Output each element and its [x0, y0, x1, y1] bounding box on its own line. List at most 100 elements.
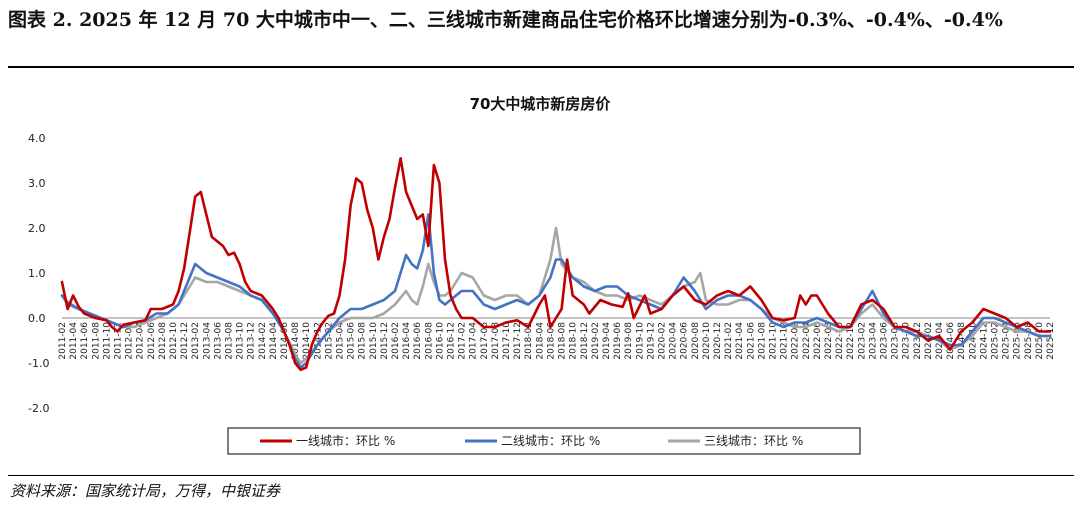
- x-tick-label: 2017-12: [513, 322, 523, 360]
- x-tick-label: 2014-04: [269, 322, 279, 360]
- x-tick-label: 2018-06: [546, 322, 556, 360]
- legend: 一线城市：环比 % 二线城市：环比 % 三线城市：环比 %: [227, 427, 861, 455]
- x-tick-label: 2023-10: [902, 322, 912, 360]
- x-tick-label: 2023-06: [879, 322, 889, 360]
- source-note: 资料来源：国家统计局，万得，中银证券: [10, 482, 281, 500]
- x-tick-label: 2020-12: [713, 322, 723, 360]
- y-tick-label: 4.0: [28, 132, 46, 145]
- x-tick-label: 2019-12: [646, 322, 656, 360]
- x-tick-label: 2011-12: [114, 322, 124, 360]
- x-tick-label: 2020-10: [702, 322, 712, 360]
- x-tick-label: 2020-08: [691, 322, 701, 360]
- x-tick-label: 2019-06: [613, 322, 623, 360]
- x-tick-label: 2020-02: [657, 322, 667, 360]
- source-divider: [8, 475, 1074, 476]
- x-tick-label: 2022-06: [813, 322, 823, 360]
- x-tick-label: 2024-10: [968, 322, 978, 360]
- x-tick-label: 2018-02: [524, 322, 534, 360]
- x-tick-label: 2021-08: [757, 322, 767, 360]
- x-tick-label: 2021-04: [735, 322, 745, 360]
- x-tick-label: 2022-10: [835, 322, 845, 360]
- x-tick-label: 2013-06: [213, 322, 223, 360]
- x-tick-label: 2011-02: [58, 322, 68, 360]
- x-tick-label: 2015-08: [358, 322, 368, 360]
- x-tick-label: 2022-12: [846, 322, 856, 360]
- title-divider: [8, 66, 1074, 68]
- x-tick-label: 2016-12: [447, 322, 457, 360]
- chart-title: 70大中城市新房房价: [470, 95, 612, 113]
- x-tick-label: 2012-06: [147, 322, 157, 360]
- x-tick-label: 2025-10: [1035, 322, 1045, 360]
- x-tick-label: 2023-12: [913, 322, 923, 360]
- x-tick-label: 2017-06: [480, 322, 490, 360]
- x-tick-label: 2025-02: [990, 322, 1000, 360]
- x-tick-label: 2012-04: [136, 322, 146, 360]
- x-tick-label: 2023-02: [857, 322, 867, 360]
- x-tick-label: 2011-10: [102, 322, 112, 360]
- x-tick-label: 2024-06: [946, 322, 956, 360]
- x-tick-label: 2014-06: [280, 322, 290, 360]
- x-tick-label: 2020-06: [680, 322, 690, 360]
- x-tick-label: 2024-12: [979, 322, 989, 360]
- legend-label-1: 一线城市：环比 %: [296, 433, 395, 448]
- y-tick-label: 2.0: [28, 222, 46, 235]
- x-tick-label: 2016-02: [391, 322, 401, 360]
- x-tick-label: 2013-12: [247, 322, 257, 360]
- x-tick-label: 2021-10: [768, 322, 778, 360]
- series-lines: [60, 157, 1052, 372]
- x-tick-label: 2014-02: [258, 322, 268, 360]
- y-tick-label: 3.0: [28, 177, 46, 190]
- x-tick-label: 2017-10: [502, 322, 512, 360]
- x-tick-label: 2021-02: [724, 322, 734, 360]
- legend-label-3: 三线城市：环比 %: [704, 433, 803, 448]
- line-chart: 70大中城市新房房价 4.0 3.0 2.0 1.0 0.0 -1.0 -2.0 2011-…: [28, 95, 1056, 455]
- x-tick-label: 2022-04: [802, 322, 812, 360]
- x-tick-label: 2023-04: [868, 322, 878, 360]
- x-tick-label: 2013-10: [236, 322, 246, 360]
- x-tick-label: 2015-06: [347, 322, 357, 360]
- x-tick-label: 2015-04: [336, 322, 346, 360]
- x-tick-label: 2013-02: [191, 322, 201, 360]
- x-tick-label: 2017-08: [491, 322, 501, 360]
- x-tick-label: 2015-12: [380, 322, 390, 360]
- x-tick-label: 2016-04: [402, 322, 412, 360]
- x-tick-label: 2013-04: [202, 322, 212, 360]
- x-axis: 2011-02 2011-04 2011-06 2011-08 2011-10 2011-…: [58, 317, 1056, 360]
- x-tick-label: 2014-10: [302, 322, 312, 360]
- x-tick-label: 2018-04: [535, 322, 545, 360]
- x-tick-label: 2023-08: [891, 322, 901, 360]
- x-tick-label: 2022-02: [791, 322, 801, 360]
- x-tick-label: 2021-12: [780, 322, 790, 360]
- x-tick-label: 2012-12: [180, 322, 190, 360]
- y-tick-label: 0.0: [28, 312, 46, 325]
- x-tick-label: 2012-10: [169, 322, 179, 360]
- legend-box: [227, 427, 861, 455]
- x-tick-label: 2017-04: [469, 322, 479, 360]
- x-tick-label: 2025-08: [1024, 322, 1034, 360]
- x-tick-label: 2021-06: [746, 322, 756, 360]
- x-tick-label: 2020-04: [669, 322, 679, 360]
- legend-label-2: 二线城市：环比 %: [501, 433, 600, 448]
- x-tick-label: 2011-08: [91, 322, 101, 360]
- x-tick-label: 2015-10: [369, 322, 379, 360]
- series-line-1: [60, 157, 1052, 372]
- x-tick-label: 2016-10: [435, 322, 445, 360]
- x-tick-label: 2014-12: [313, 322, 323, 360]
- x-tick-label: 2024-08: [957, 322, 967, 360]
- x-tick-label: 2018-12: [580, 322, 590, 360]
- x-tick-label: 2019-02: [591, 322, 601, 360]
- x-tick-label: 2012-08: [158, 322, 168, 360]
- x-tick-label: 2015-02: [324, 322, 334, 360]
- x-tick-label: 2022-08: [824, 322, 834, 360]
- x-tick-label: 2019-08: [624, 322, 634, 360]
- x-tick-label: 2018-10: [569, 322, 579, 360]
- x-tick-label: 2017-02: [458, 322, 468, 360]
- x-tick-label: 2014-08: [291, 322, 301, 360]
- y-tick-label: 1.0: [28, 267, 46, 280]
- y-axis-ticks: 4.0 3.0 2.0 1.0 0.0 -1.0 -2.0: [28, 132, 49, 415]
- x-tick-label: 2012-02: [125, 322, 135, 360]
- figure-title: 图表 2. 2025 年 12 月 70 大中城市中一、二、三线城市新建商品住宅…: [8, 9, 1003, 31]
- x-tick-label: 2025-12: [1046, 322, 1056, 360]
- x-tick-label: 2011-04: [69, 322, 79, 360]
- y-tick-label: -2.0: [28, 402, 49, 415]
